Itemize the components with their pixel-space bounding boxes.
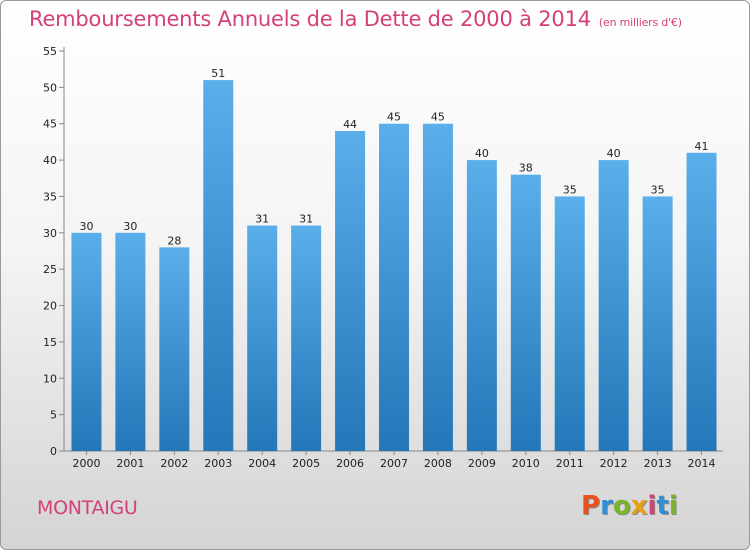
bar bbox=[466, 160, 497, 451]
logo-letter: x bbox=[630, 491, 648, 521]
x-tick-label: 2001 bbox=[116, 457, 144, 470]
bar bbox=[686, 152, 717, 451]
bar bbox=[510, 174, 541, 452]
bar bbox=[422, 123, 453, 452]
bar bbox=[247, 225, 278, 451]
y-tick-label: 0 bbox=[50, 445, 57, 458]
logo-letter: r bbox=[600, 491, 613, 521]
y-tick-label: 25 bbox=[43, 263, 57, 276]
logo-letter: t bbox=[656, 491, 669, 521]
bar bbox=[203, 80, 234, 451]
x-tick-label: 2002 bbox=[160, 457, 188, 470]
x-tick-label: 2009 bbox=[468, 457, 496, 470]
x-tick-label: 2007 bbox=[380, 457, 408, 470]
bar bbox=[642, 196, 673, 451]
bar-value-label: 45 bbox=[387, 111, 401, 124]
x-tick-label: 2006 bbox=[336, 457, 364, 470]
bar bbox=[291, 225, 322, 451]
y-tick-label: 30 bbox=[43, 227, 57, 240]
bar bbox=[335, 131, 366, 451]
chart-title-text: Remboursements Annuels de la Dette de 20… bbox=[29, 7, 591, 31]
bar-value-label: 51 bbox=[211, 67, 225, 80]
bar-value-label: 31 bbox=[255, 213, 269, 226]
bar-value-label: 45 bbox=[431, 111, 445, 124]
chart-title: Remboursements Annuels de la Dette de 20… bbox=[29, 7, 682, 31]
x-tick-label: 2014 bbox=[688, 457, 716, 470]
bar-value-label: 38 bbox=[519, 162, 533, 175]
y-tick-label: 15 bbox=[43, 336, 57, 349]
city-name: MONTAIGU bbox=[37, 497, 138, 519]
y-tick-label: 10 bbox=[43, 372, 57, 385]
proxiti-logo[interactable]: Proxiti bbox=[581, 491, 678, 521]
bar-value-label: 35 bbox=[563, 183, 577, 196]
bar bbox=[71, 232, 102, 451]
x-tick-label: 2013 bbox=[644, 457, 672, 470]
x-tick-label: 2011 bbox=[556, 457, 584, 470]
bar-value-label: 44 bbox=[343, 118, 357, 131]
bar bbox=[598, 160, 629, 451]
bar bbox=[115, 232, 146, 451]
bar-value-label: 30 bbox=[79, 220, 93, 233]
x-tick-label: 2005 bbox=[292, 457, 320, 470]
x-tick-label: 2012 bbox=[600, 457, 628, 470]
bar bbox=[379, 123, 409, 452]
y-tick-label: 50 bbox=[43, 81, 57, 94]
bar bbox=[159, 247, 190, 451]
x-tick-label: 2010 bbox=[512, 457, 540, 470]
x-tick-label: 2003 bbox=[204, 457, 232, 470]
y-tick-label: 45 bbox=[43, 118, 57, 131]
y-tick-label: 55 bbox=[43, 45, 57, 58]
x-tick-label: 2004 bbox=[248, 457, 276, 470]
logo-letter: o bbox=[612, 491, 631, 521]
bar-value-label: 40 bbox=[475, 147, 489, 160]
bar-value-label: 31 bbox=[299, 213, 313, 226]
logo-letter: i bbox=[647, 491, 657, 521]
y-tick-label: 20 bbox=[43, 300, 57, 313]
chart-subtitle: (en milliers d'€) bbox=[598, 16, 682, 29]
y-tick-label: 35 bbox=[43, 190, 57, 203]
y-tick-label: 5 bbox=[50, 409, 57, 422]
bar-value-label: 40 bbox=[607, 147, 621, 160]
bar-value-label: 41 bbox=[695, 140, 709, 153]
y-tick-label: 40 bbox=[43, 154, 57, 167]
logo-letter: i bbox=[668, 491, 678, 521]
bar bbox=[554, 196, 585, 451]
x-tick-label: 2000 bbox=[72, 457, 100, 470]
bar-value-label: 35 bbox=[651, 183, 665, 196]
bar-value-label: 30 bbox=[123, 220, 137, 233]
x-tick-label: 2008 bbox=[424, 457, 452, 470]
logo-letter: P bbox=[581, 491, 601, 521]
bar-value-label: 28 bbox=[167, 234, 181, 247]
